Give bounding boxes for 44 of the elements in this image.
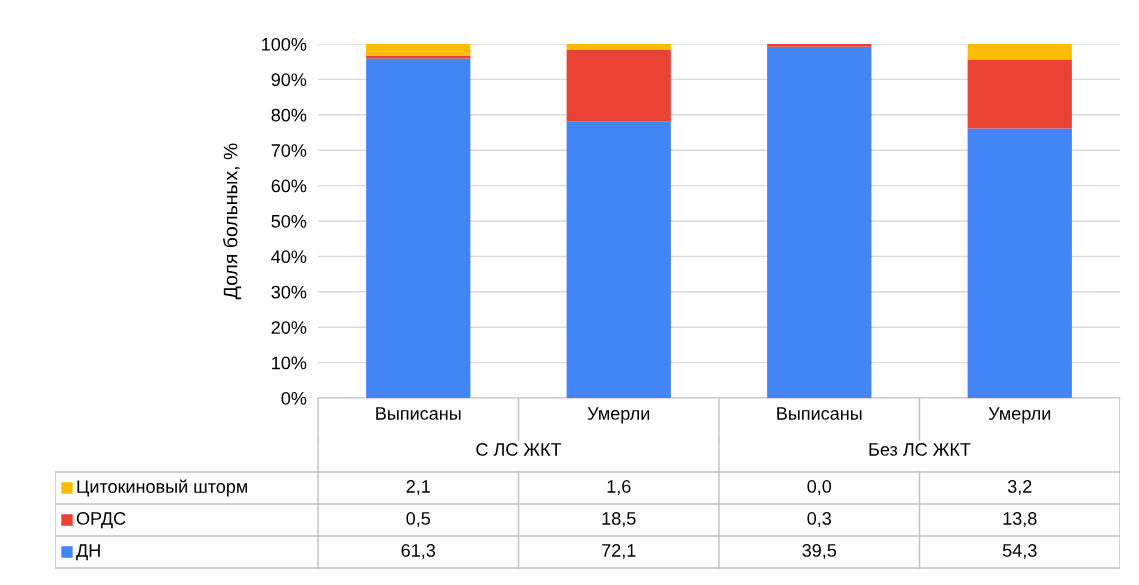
- y-tick-label: 10%: [272, 356, 307, 370]
- bar: [767, 44, 872, 47]
- text: Без ЛС ЖКТ: [869, 443, 971, 456]
- bar: [566, 50, 671, 122]
- y-tick-label: 20%: [271, 321, 307, 334]
- legend-label: ОРДС: [76, 512, 126, 529]
- bar: [767, 46, 872, 398]
- x-tick-label: Умерли: [587, 407, 650, 424]
- y-tick-label: 100%: [262, 37, 307, 51]
- bar: [566, 121, 671, 398]
- text: 72,1: [602, 544, 636, 559]
- y-tick-label: 50%: [271, 214, 307, 228]
- bar: [967, 59, 1072, 129]
- y-axis-title: Доля больных, %: [222, 143, 242, 300]
- text: 0,0: [807, 480, 832, 495]
- bar: [967, 44, 1072, 60]
- bar: [366, 58, 471, 398]
- x-tick-label: Выписаны: [376, 407, 461, 420]
- y-tick-label: 70%: [271, 144, 307, 157]
- legend-label: ДН: [76, 544, 100, 561]
- legend-label: Цитокиновый шторм: [77, 479, 248, 497]
- text: 61,3: [401, 544, 436, 559]
- bar: [366, 55, 471, 59]
- y-tick-label: 80%: [271, 108, 307, 122]
- text: 39,5: [802, 544, 837, 559]
- text: 0,5: [406, 512, 431, 527]
- text: 0,3: [807, 512, 832, 527]
- y-tick-label: 30%: [271, 285, 307, 299]
- y-tick-label: 40%: [271, 250, 307, 264]
- text: 3,2: [1007, 480, 1032, 495]
- x-tick-label: Умерли: [988, 407, 1051, 424]
- y-tick-label: 60%: [271, 179, 307, 193]
- y-tick-label: 90%: [271, 73, 307, 87]
- text: С ЛС ЖКТ: [476, 443, 562, 456]
- bar: [566, 44, 671, 51]
- text: 1,6: [607, 480, 631, 495]
- text: 54,3: [1002, 544, 1037, 559]
- y-tick-label: 0%: [281, 391, 307, 405]
- text: 2,1: [406, 480, 430, 495]
- x-tick-label: Выписаны: [777, 407, 862, 420]
- bar: [967, 128, 1072, 398]
- text: 18,5: [602, 512, 636, 527]
- text: 13,8: [1003, 512, 1037, 527]
- bar: [366, 44, 471, 56]
